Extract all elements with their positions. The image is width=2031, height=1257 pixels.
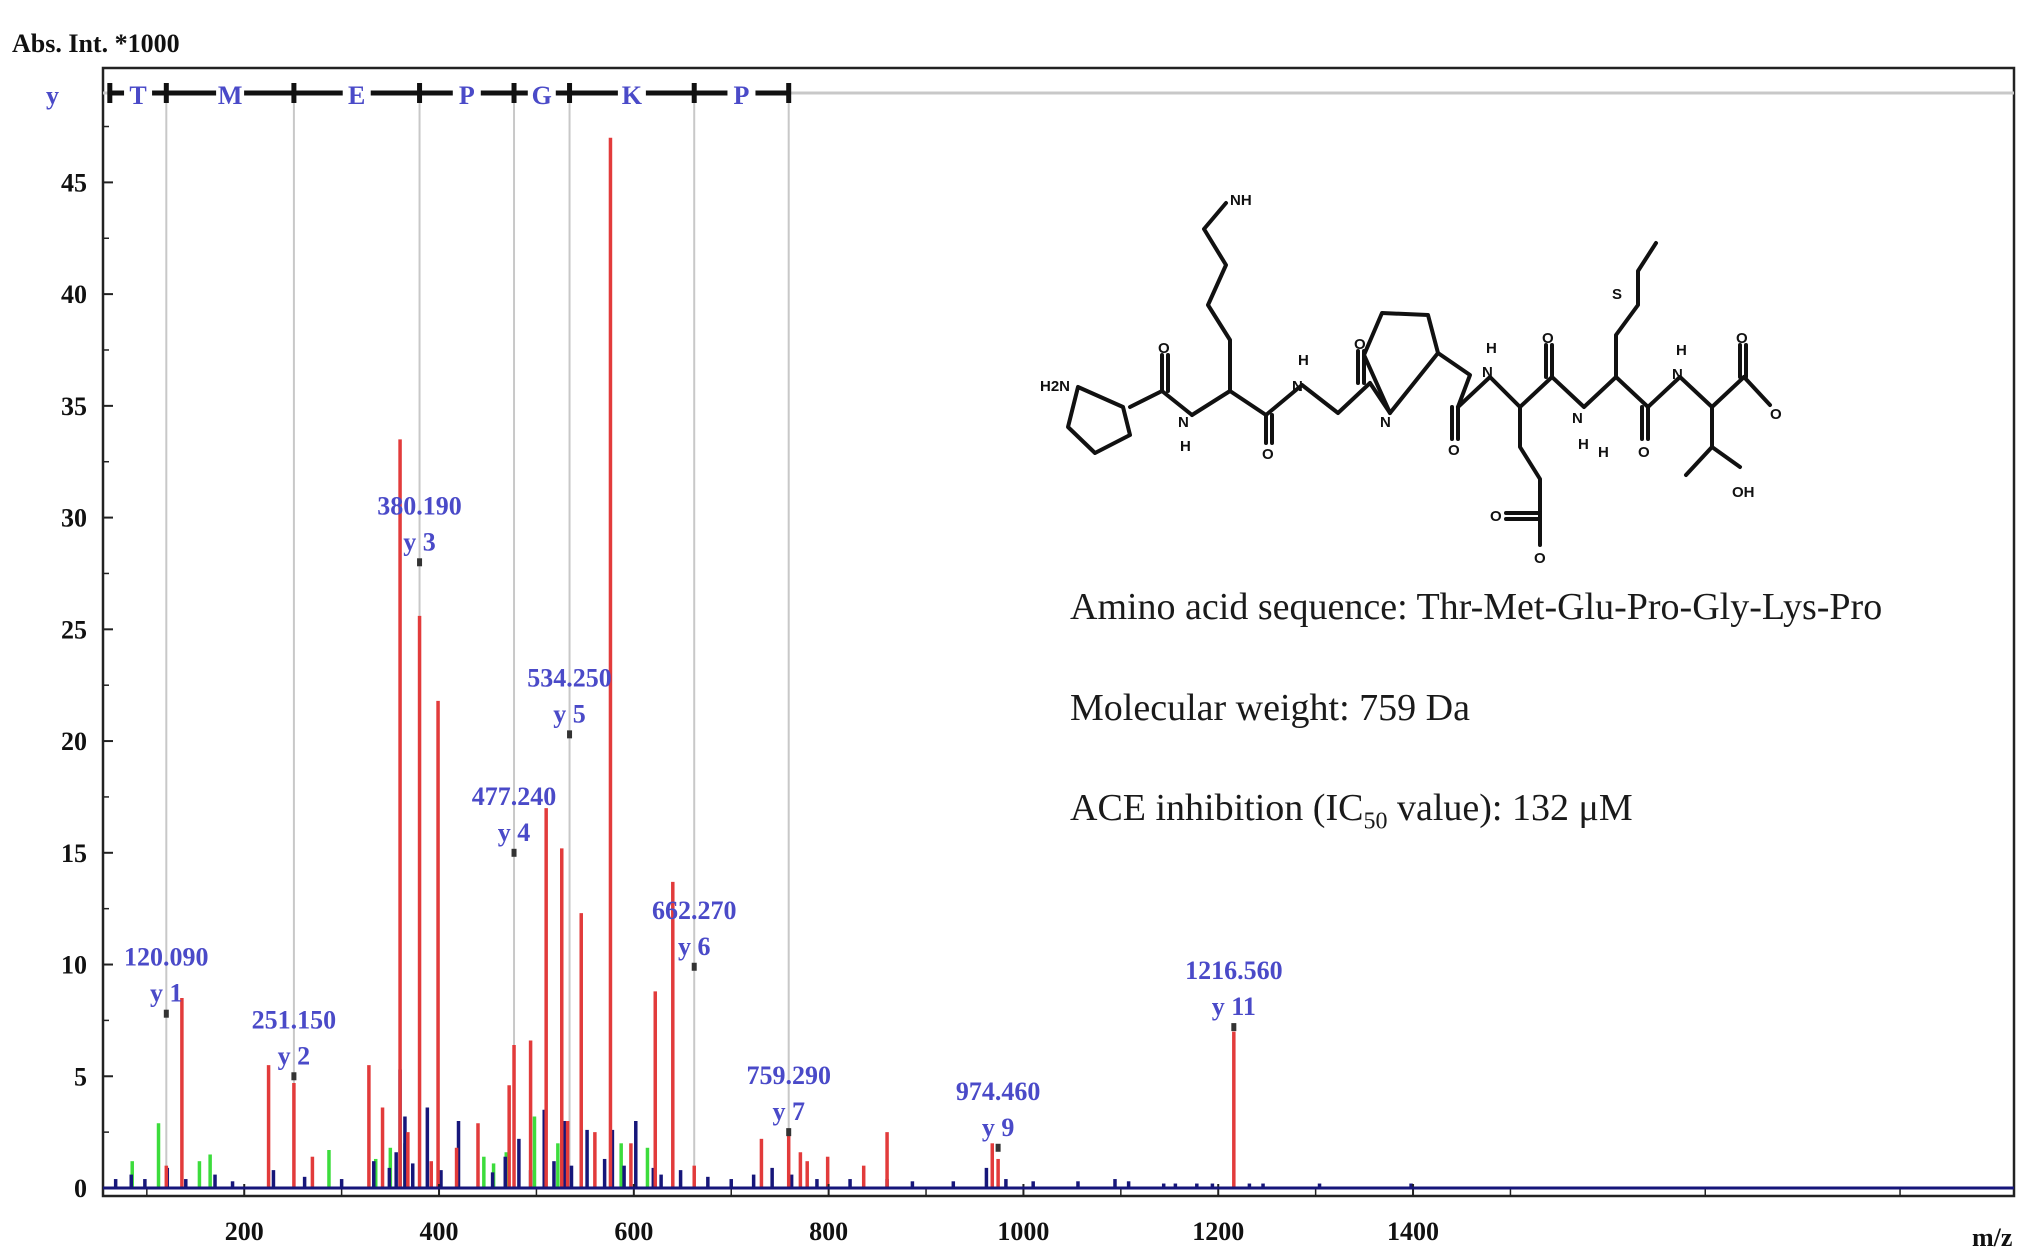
peak-marker-0	[163, 1009, 169, 1018]
atom-h6: H	[1676, 342, 1687, 359]
y-axis-label: Abs. Int. *1000	[12, 29, 180, 58]
peak-marker-6	[786, 1128, 792, 1137]
atom-o9: O	[1736, 330, 1748, 347]
y-tick-label-5: 25	[61, 615, 87, 644]
atom-h2n: H2N	[1040, 378, 1070, 395]
ace-prefix: ACE inhibition (IC	[1070, 787, 1364, 829]
atom-n1: N	[1178, 414, 1189, 431]
peak-mz-label-0: 120.090	[124, 943, 209, 972]
atom-h5: H	[1598, 444, 1609, 461]
ace-subscript: 50	[1363, 808, 1388, 835]
peak-mz-label-6: 759.290	[746, 1061, 831, 1090]
atom-o5: O	[1542, 330, 1554, 347]
ladder-residue-0: T	[129, 81, 146, 110]
ladder-residue-5: K	[622, 81, 643, 110]
y-tick-label-0: 0	[74, 1174, 87, 1203]
x-tick-label-1: 400	[420, 1217, 459, 1246]
ladder-residue-bg-1	[216, 77, 245, 109]
ladder-residue-bg-3	[452, 77, 481, 109]
y-tick-label-1: 5	[74, 1062, 87, 1091]
atom-n4: N	[1482, 364, 1493, 381]
atom-n3: N	[1380, 414, 1391, 431]
atom-h4: H	[1578, 436, 1589, 453]
ladder-residue-4: G	[532, 81, 552, 110]
peak-ion-label-3: y 4	[498, 818, 531, 847]
x-tick-label-0: 200	[225, 1217, 264, 1246]
ladder-residue-1: M	[218, 81, 243, 110]
peak-mz-label-8: 1216.560	[1185, 956, 1283, 985]
atom-n5: N	[1572, 410, 1583, 427]
atom-o4: O	[1448, 442, 1460, 459]
atom-n2: N	[1292, 378, 1303, 395]
y-tick-label-4: 20	[61, 727, 87, 756]
atom-s: S	[1612, 286, 1622, 303]
ace-suffix: value): 132 μM	[1387, 787, 1633, 829]
peak-ion-label-0: y 1	[150, 979, 183, 1008]
peak-mz-label-1: 251.150	[252, 1005, 337, 1034]
atom-o2: O	[1262, 446, 1274, 463]
peak-marker-8	[1231, 1023, 1237, 1032]
atom-h1: H	[1180, 438, 1191, 455]
peak-ion-label-5: y 6	[678, 932, 711, 961]
ace-inhibition-text: ACE inhibition (IC50 value): 132 μM	[1070, 786, 1633, 836]
peak-ion-label-4: y 5	[553, 699, 586, 728]
atom-o8: O	[1638, 444, 1650, 461]
x-tick-label-2: 600	[614, 1217, 653, 1246]
ladder-residue-bg-0	[124, 77, 153, 109]
peak-mz-label-2: 380.190	[377, 491, 462, 520]
sequence-text: Amino acid sequence: Thr-Met-Glu-Pro-Gly…	[1070, 586, 1883, 628]
peak-marker-7	[995, 1143, 1001, 1152]
x-tick-label-6: 1400	[1387, 1217, 1439, 1246]
atom-n6: N	[1672, 366, 1683, 383]
peak-ion-label-1: y 2	[278, 1041, 311, 1070]
y-tick-label-8: 40	[61, 280, 87, 309]
x-tick-label-4: 1000	[997, 1217, 1049, 1246]
peak-marker-2	[417, 558, 423, 567]
atom-o3: O	[1354, 336, 1366, 353]
x-tick-label-3: 800	[809, 1217, 848, 1246]
ladder-residue-bg-4	[527, 77, 556, 109]
y-tick-label-3: 15	[61, 839, 87, 868]
peak-marker-1	[291, 1072, 297, 1081]
peak-marker-5	[691, 962, 697, 971]
atom-h2: H	[1298, 352, 1309, 369]
atom-o10: O	[1770, 406, 1782, 423]
peak-mz-label-3: 477.240	[472, 782, 557, 811]
peptide-structure-diagram: NH H2N O H N O H N O N O H N O O O H N H…	[1040, 195, 1782, 567]
x-axis-label: m/z	[1972, 1223, 2012, 1252]
ion-series-label: y	[46, 81, 59, 110]
peak-mz-label-5: 662.270	[652, 896, 737, 925]
ladder-residue-bg-6	[727, 77, 756, 109]
peak-mz-label-7: 974.460	[956, 1077, 1041, 1106]
atom-o1: O	[1158, 340, 1170, 357]
ladder-residue-2: E	[348, 81, 365, 110]
x-tick-label-5: 1200	[1192, 1217, 1244, 1246]
y-tick-label-6: 30	[61, 504, 87, 533]
atom-o7: O	[1534, 550, 1546, 567]
y-tick-label-9: 45	[61, 168, 87, 197]
y-tick-label-2: 10	[61, 951, 87, 980]
peak-marker-4	[567, 730, 573, 739]
peak-ion-label-7: y 9	[982, 1113, 1015, 1142]
ladder-residue-bg-5	[617, 77, 646, 109]
peak-marker-3	[511, 848, 517, 857]
atom-nh-lys: NH	[1230, 195, 1252, 209]
ladder-residue-3: P	[459, 81, 475, 110]
peak-ion-label-2: y 3	[403, 527, 436, 556]
atom-o6: O	[1490, 508, 1502, 525]
peak-ion-label-8: y 11	[1212, 992, 1256, 1021]
molecular-weight-text: Molecular weight: 759 Da	[1070, 687, 1470, 729]
atom-oh: OH	[1732, 484, 1755, 501]
ladder-residue-bg-2	[342, 77, 371, 109]
plot-frame	[101, 66, 2016, 1198]
ladder-residue-6: P	[734, 81, 750, 110]
atom-h3: H	[1486, 340, 1497, 357]
y-tick-label-7: 35	[61, 392, 87, 421]
peak-mz-label-4: 534.250	[527, 663, 612, 692]
peak-ion-label-6: y 7	[772, 1097, 805, 1126]
